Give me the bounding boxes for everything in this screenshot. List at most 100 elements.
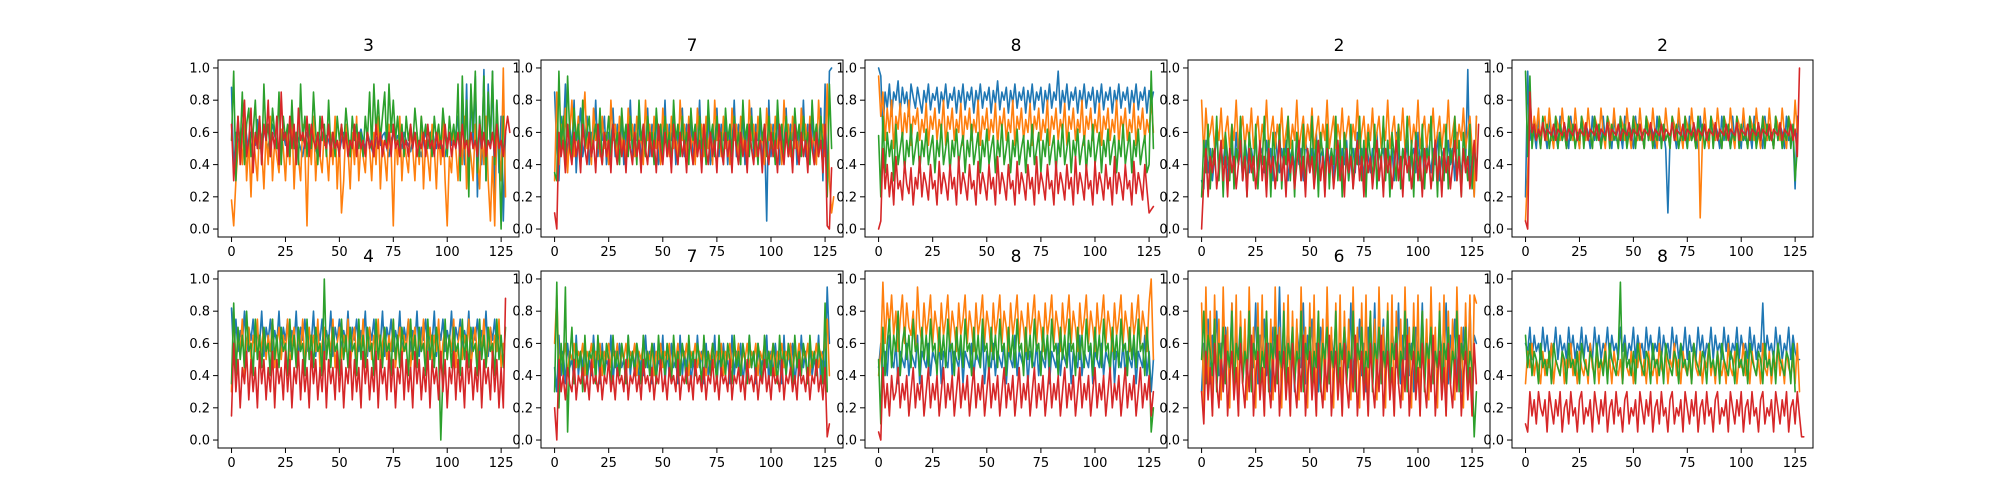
y-tick-label: 0.4 — [1483, 158, 1504, 173]
x-tick-label: 75 — [385, 245, 402, 260]
x-tick-label: 75 — [1033, 456, 1050, 471]
y-tick-label: 0.0 — [189, 434, 210, 449]
series-line-3 — [877, 310, 1155, 433]
y-tick-label: 0.6 — [1483, 337, 1504, 352]
y-tick-label: 0.6 — [836, 126, 857, 141]
series-line-2 — [1524, 99, 1799, 222]
panel-title: 3 — [363, 36, 374, 56]
y-tick-label: 0.8 — [1483, 94, 1504, 109]
y-tick-label: 0.8 — [836, 94, 857, 109]
y-tick-label: 0.4 — [512, 158, 533, 173]
x-tick-label: 125 — [1783, 456, 1808, 471]
series-line-4 — [877, 366, 1155, 441]
y-tick-label: 1.0 — [1483, 272, 1504, 287]
y-tick-label: 0.0 — [189, 223, 210, 238]
x-tick-label: 0 — [550, 456, 558, 471]
series-line-3 — [1200, 310, 1478, 438]
x-tick-label: 50 — [1302, 456, 1319, 471]
x-tick-label: 50 — [1302, 245, 1319, 260]
subplot-9: 6 0 25 50 75 100 125 0.0 0.2 0.4 0.6 0.8 1.0 — [1159, 247, 1491, 471]
series-line-4 — [230, 297, 507, 417]
x-tick-label: 0 — [1197, 456, 1205, 471]
subplot-10: 8 0 25 50 75 100 125 0.0 0.2 0.4 0.6 0.8 1.0 — [1483, 247, 1814, 471]
y-tick-label: 0.6 — [189, 337, 210, 352]
plot-frame — [540, 270, 844, 449]
panel-title: 8 — [1657, 247, 1668, 267]
y-tick-label: 0.6 — [1483, 126, 1504, 141]
x-tick-label: 25 — [924, 456, 941, 471]
subplot-1: 3 0 25 50 75 100 125 0.0 0.2 0.4 0.6 0.8 1.0 — [189, 36, 520, 260]
y-tick-label: 0.2 — [836, 190, 857, 205]
y-tick-label: 0.2 — [1483, 190, 1504, 205]
x-tick-label: 0 — [1197, 245, 1205, 260]
series-line-2 — [877, 75, 1155, 150]
plot-frame — [1511, 270, 1814, 449]
x-tick-label: 125 — [1460, 245, 1485, 260]
y-tick-label: 0.8 — [836, 305, 857, 320]
panel-title: 2 — [1657, 36, 1668, 56]
subplot-6: 4 0 25 50 75 100 125 0.0 0.2 0.4 0.6 0.8 1.0 — [189, 247, 520, 471]
y-tick-label: 0.0 — [512, 434, 533, 449]
x-tick-label: 125 — [1460, 456, 1485, 471]
y-tick-label: 0.6 — [1159, 126, 1180, 141]
panel-title: 8 — [1011, 247, 1022, 267]
y-tick-label: 0.4 — [1159, 369, 1180, 384]
y-tick-label: 1.0 — [189, 272, 210, 287]
x-tick-label: 50 — [655, 245, 672, 260]
series-line-4 — [230, 91, 511, 182]
x-tick-label: 50 — [1625, 245, 1642, 260]
x-tick-label: 75 — [1679, 245, 1696, 260]
x-tick-label: 75 — [1356, 456, 1373, 471]
x-tick-label: 25 — [1247, 245, 1264, 260]
y-tick-label: 0.6 — [836, 337, 857, 352]
y-tick-label: 0.2 — [512, 190, 533, 205]
x-tick-label: 125 — [1783, 245, 1808, 260]
y-tick-label: 0.8 — [1159, 94, 1180, 109]
y-tick-label: 0.4 — [189, 158, 210, 173]
x-tick-label: 100 — [1083, 456, 1108, 471]
plot-frame — [864, 59, 1168, 238]
series-line-4 — [1524, 390, 1805, 438]
y-tick-label: 0.0 — [836, 434, 857, 449]
plot-frame — [1511, 59, 1814, 238]
series-line-3 — [1524, 70, 1799, 182]
x-tick-label: 100 — [759, 456, 784, 471]
x-tick-label: 50 — [979, 245, 996, 260]
x-tick-label: 25 — [924, 245, 941, 260]
y-tick-label: 0.8 — [189, 305, 210, 320]
series-line-4 — [1524, 67, 1801, 230]
series-line-3 — [553, 70, 833, 198]
x-tick-label: 50 — [979, 456, 996, 471]
y-tick-label: 1.0 — [836, 272, 857, 287]
x-tick-label: 125 — [1137, 456, 1162, 471]
x-tick-label: 25 — [1247, 456, 1264, 471]
y-tick-label: 1.0 — [1159, 272, 1180, 287]
x-tick-label: 100 — [1729, 245, 1754, 260]
y-tick-label: 0.6 — [512, 337, 533, 352]
x-tick-label: 25 — [600, 245, 617, 260]
x-tick-label: 75 — [709, 245, 726, 260]
y-tick-label: 0.6 — [512, 126, 533, 141]
y-tick-label: 0.0 — [1159, 223, 1180, 238]
y-tick-label: 0.2 — [512, 401, 533, 416]
series-line-4 — [553, 358, 831, 441]
x-tick-label: 50 — [1625, 456, 1642, 471]
y-tick-label: 0.4 — [1159, 158, 1180, 173]
panel-title: 4 — [363, 247, 374, 267]
y-tick-label: 0.2 — [1159, 190, 1180, 205]
x-tick-label: 100 — [1083, 245, 1108, 260]
x-tick-label: 50 — [655, 456, 672, 471]
subplot-4: 2 0 25 50 75 100 125 0.0 0.2 0.4 0.6 0.8 1.0 — [1159, 36, 1491, 260]
y-tick-label: 1.0 — [189, 61, 210, 76]
y-tick-label: 0.2 — [836, 401, 857, 416]
subplot-3: 8 0 25 50 75 100 125 0.0 0.2 0.4 0.6 0.8 1.0 — [836, 36, 1168, 260]
y-tick-label: 1.0 — [836, 61, 857, 76]
y-tick-label: 0.0 — [836, 223, 857, 238]
x-tick-label: 100 — [1406, 245, 1431, 260]
x-tick-label: 25 — [277, 456, 294, 471]
y-tick-label: 0.2 — [1159, 401, 1180, 416]
subplot-7: 7 0 25 50 75 100 125 0.0 0.2 0.4 0.6 0.8 1.0 — [512, 247, 844, 471]
series-line-4 — [553, 123, 833, 230]
x-tick-label: 25 — [1571, 245, 1588, 260]
